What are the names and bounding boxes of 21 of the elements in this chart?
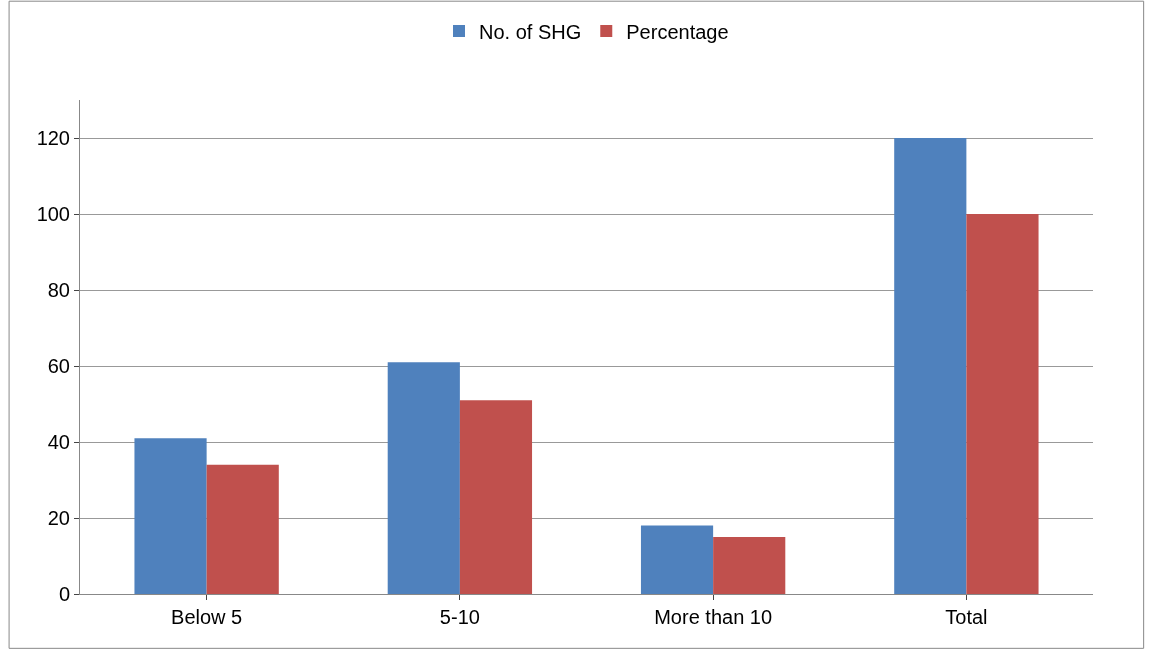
- x-tick-label: Below 5: [171, 606, 243, 628]
- bar: [640, 525, 714, 594]
- y-tick-label: 120: [36, 127, 70, 149]
- y-tick-label: 60: [47, 355, 70, 377]
- bar: [459, 400, 533, 594]
- bar: [894, 138, 967, 594]
- bar: [387, 362, 460, 594]
- bar: [713, 537, 786, 594]
- x-tick-label: More than 10: [654, 606, 773, 628]
- y-tick-label: 100: [36, 203, 70, 225]
- x-tick-label: 5-10: [439, 606, 480, 628]
- legend-label: Percentage: [626, 20, 729, 43]
- x-tick-label: Total: [945, 606, 988, 628]
- y-tick-label: 40: [47, 431, 70, 453]
- bar: [966, 214, 1039, 594]
- legend-label: No. of SHG: [479, 20, 582, 43]
- bar: [134, 438, 207, 594]
- y-tick-label: 20: [47, 507, 70, 529]
- y-tick-label: 0: [58, 583, 70, 605]
- bar: [206, 464, 279, 594]
- y-tick-label: 80: [47, 279, 70, 301]
